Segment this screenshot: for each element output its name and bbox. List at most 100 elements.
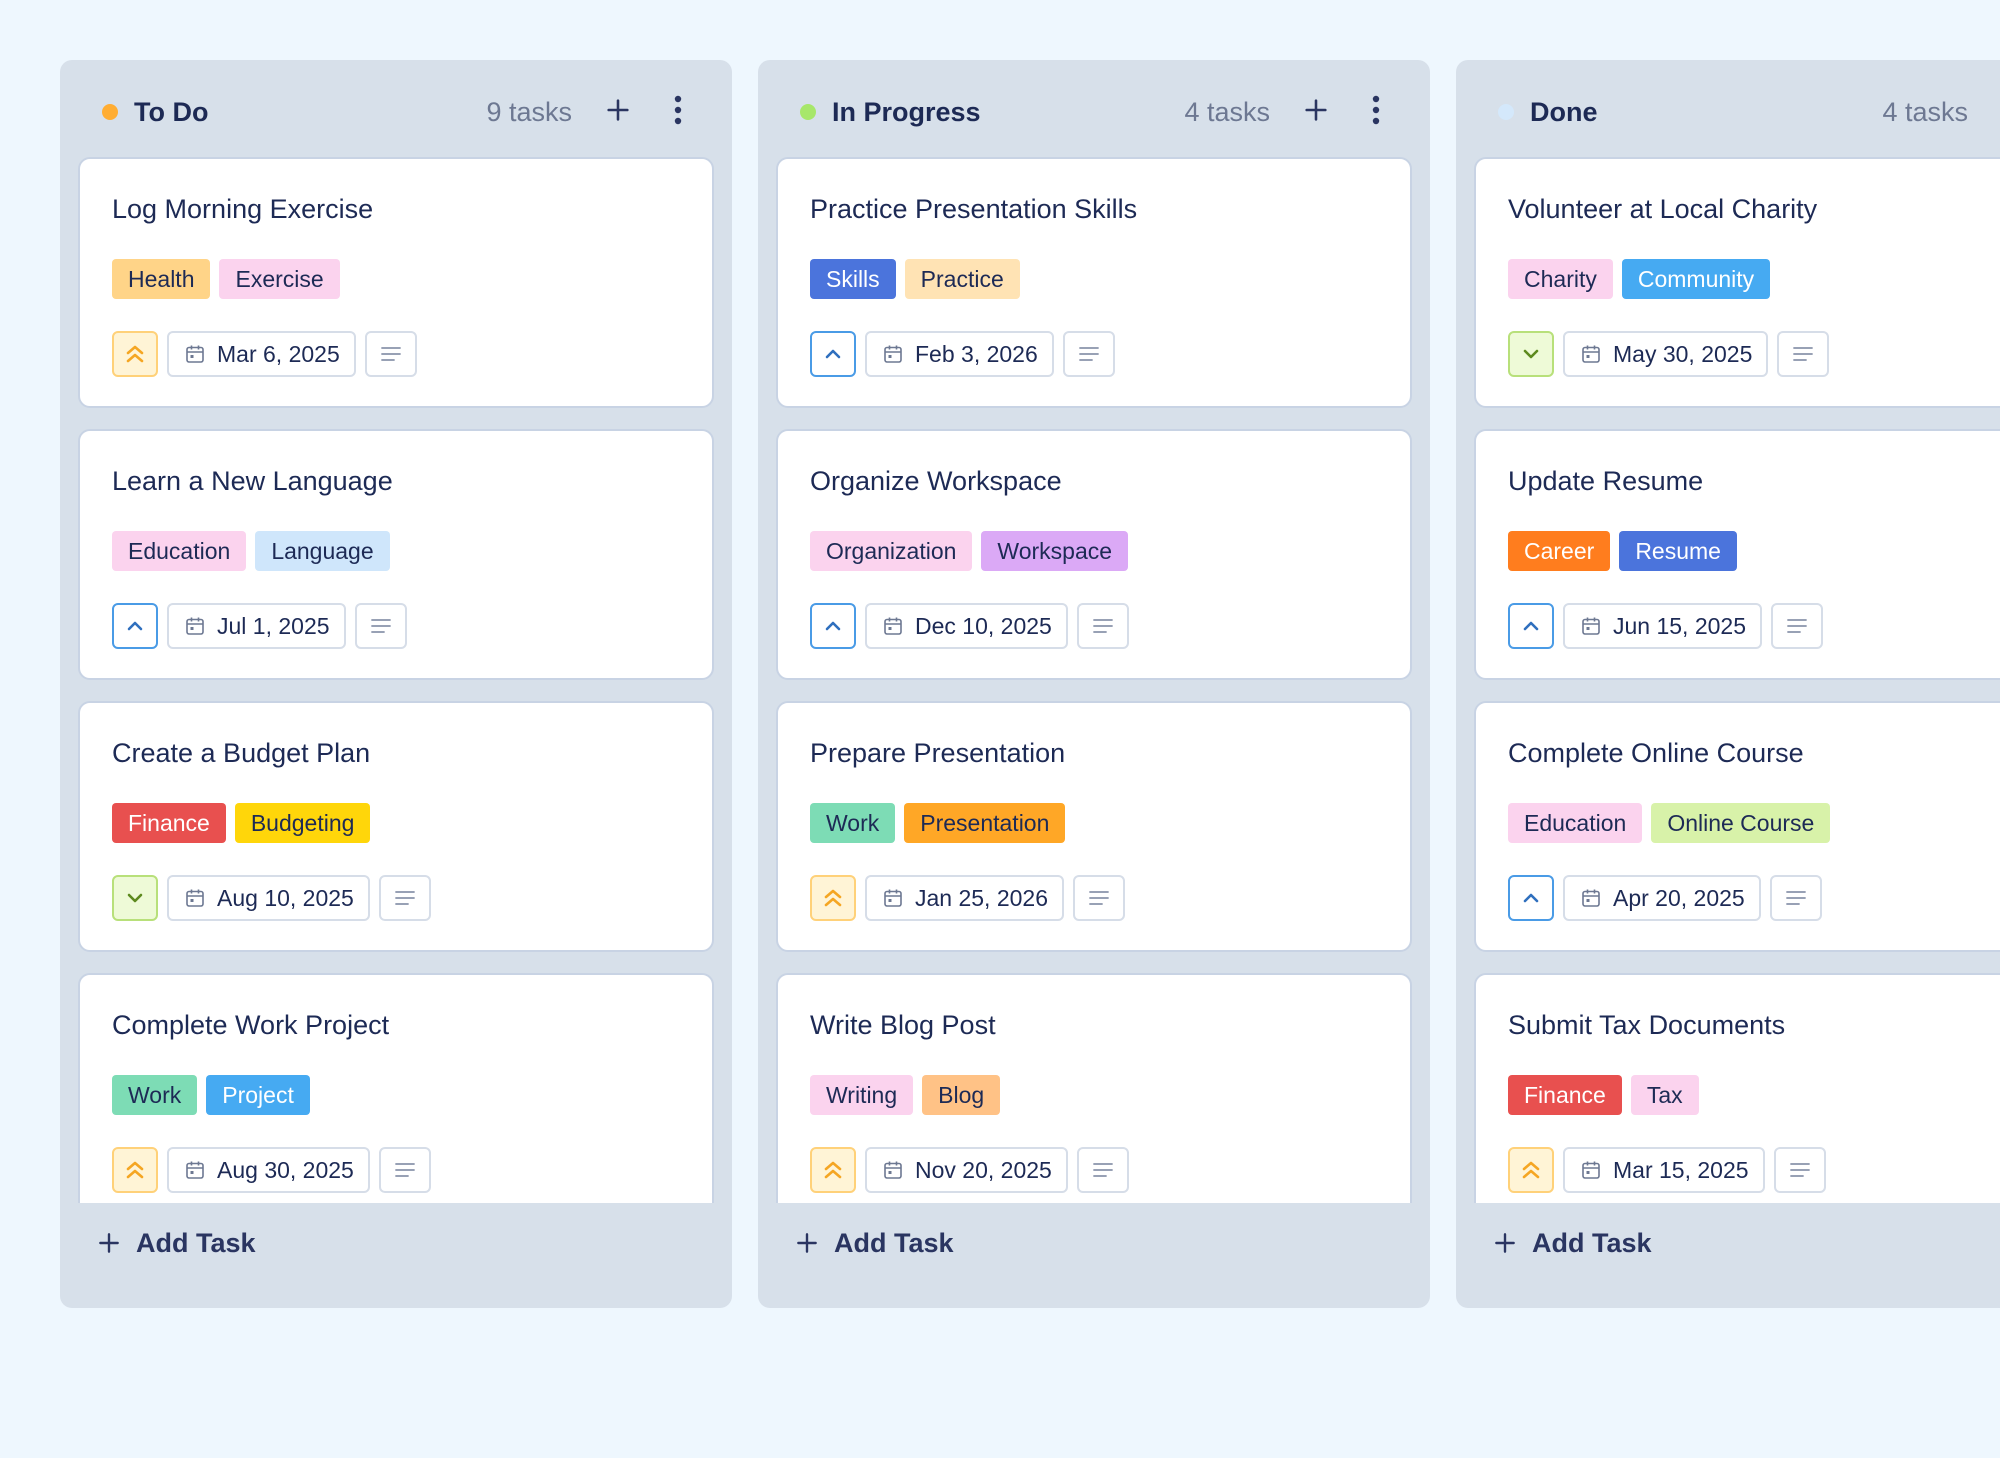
priority-button[interactable]: [112, 331, 158, 377]
task-card[interactable]: Organize Workspace Organization Workspace…: [776, 429, 1412, 680]
column-header: To Do 9 tasks: [60, 60, 732, 157]
priority-button[interactable]: [1508, 603, 1554, 649]
notes-lines-icon: [394, 1161, 416, 1179]
priority-button[interactable]: [112, 603, 158, 649]
task-card[interactable]: Submit Tax Documents Finance Tax Mar 15, …: [1474, 973, 2000, 1203]
add-task-button[interactable]: Add Task: [794, 1203, 954, 1283]
double-chevron-up-icon: [822, 1158, 844, 1182]
notes-button[interactable]: [1769, 875, 1822, 921]
notes-lines-icon: [380, 345, 402, 363]
task-card[interactable]: Log Morning Exercise Health Exercise Mar …: [78, 157, 714, 408]
column-title: In Progress: [832, 97, 981, 127]
notes-button[interactable]: [378, 875, 431, 921]
card-footer: Jan 25, 2026: [810, 875, 1126, 921]
notes-button[interactable]: [364, 331, 417, 377]
priority-button[interactable]: [810, 331, 856, 377]
card-list: Log Morning Exercise Health Exercise Mar …: [60, 157, 732, 1203]
notes-button[interactable]: [354, 603, 407, 649]
column-menu-button[interactable]: [1356, 92, 1396, 132]
due-date-button[interactable]: Aug 10, 2025: [167, 875, 370, 921]
due-date-button[interactable]: Mar 6, 2025: [167, 331, 356, 377]
calendar-icon: [1581, 1160, 1601, 1180]
card-footer: Aug 10, 2025: [112, 875, 431, 921]
due-date: Dec 10, 2025: [915, 612, 1052, 639]
task-title: Organize Workspace: [810, 466, 1062, 496]
task-card[interactable]: Practice Presentation Skills Skills Pract…: [776, 157, 1412, 408]
tag: Work: [810, 803, 896, 843]
add-task-button[interactable]: Add Task: [96, 1203, 256, 1283]
due-date-button[interactable]: Feb 3, 2026: [865, 331, 1054, 377]
task-title: Prepare Presentation: [810, 738, 1066, 768]
due-date: Aug 10, 2025: [217, 884, 354, 911]
task-card[interactable]: Complete Work Project Work Project Aug 30…: [78, 973, 714, 1203]
task-count: 4 tasks: [1184, 97, 1270, 127]
due-date-button[interactable]: Jun 15, 2025: [1563, 603, 1763, 649]
task-card[interactable]: Prepare Presentation Work Presentation Ja…: [776, 701, 1412, 952]
due-date-button[interactable]: Jan 25, 2026: [865, 875, 1065, 921]
task-card[interactable]: Write Blog Post Writing Blog Nov 20, 2025: [776, 973, 1412, 1203]
plus-icon: [96, 1230, 122, 1256]
add-card-button[interactable]: [598, 92, 638, 132]
tag-list: Writing Blog: [810, 1075, 1001, 1115]
card-footer: Apr 20, 2025: [1508, 875, 1822, 921]
due-date: Aug 30, 2025: [217, 1156, 354, 1183]
calendar-icon: [883, 344, 903, 364]
task-card[interactable]: Create a Budget Plan Finance Budgeting Au…: [78, 701, 714, 952]
priority-button[interactable]: [112, 1147, 158, 1193]
priority-button[interactable]: [1508, 875, 1554, 921]
notes-button[interactable]: [1062, 331, 1115, 377]
priority-button[interactable]: [1508, 1147, 1554, 1193]
priority-button[interactable]: [810, 875, 856, 921]
add-card-button[interactable]: [1296, 92, 1336, 132]
add-task-label: Add Task: [136, 1227, 256, 1258]
tag: Resume: [1619, 531, 1737, 571]
card-footer: Mar 15, 2025: [1508, 1147, 1826, 1193]
task-card[interactable]: Update Resume Career Resume Jun 15, 2025: [1474, 429, 2000, 680]
tag: Project: [206, 1075, 310, 1115]
chevron-down-icon: [1520, 343, 1542, 365]
notes-button[interactable]: [1777, 331, 1830, 377]
due-date-button[interactable]: Jul 1, 2025: [167, 603, 346, 649]
priority-button[interactable]: [810, 1147, 856, 1193]
notes-button[interactable]: [1073, 875, 1126, 921]
kebab-menu-icon: [673, 95, 683, 130]
due-date: Apr 20, 2025: [1613, 884, 1745, 911]
due-date-button[interactable]: Apr 20, 2025: [1563, 875, 1761, 921]
status-dot: [102, 104, 118, 120]
due-date-button[interactable]: Nov 20, 2025: [865, 1147, 1068, 1193]
tag-list: Work Project: [112, 1075, 310, 1115]
tag-list: Education Online Course: [1508, 803, 1831, 843]
notes-button[interactable]: [1076, 603, 1129, 649]
calendar-icon: [1581, 888, 1601, 908]
tag-list: Health Exercise: [112, 259, 340, 299]
priority-button[interactable]: [112, 875, 158, 921]
due-date-button[interactable]: May 30, 2025: [1563, 331, 1769, 377]
due-date-button[interactable]: Dec 10, 2025: [865, 603, 1068, 649]
task-card[interactable]: Complete Online Course Education Online C…: [1474, 701, 2000, 952]
add-card-button[interactable]: [1994, 92, 2000, 132]
notes-button[interactable]: [378, 1147, 431, 1193]
due-date-button[interactable]: Mar 15, 2025: [1563, 1147, 1765, 1193]
tag: Skills: [810, 259, 896, 299]
column-done: Done 4 tasks Volunteer at Local Charity …: [1456, 60, 2000, 1308]
notes-button[interactable]: [1773, 1147, 1826, 1193]
column-menu-button[interactable]: [658, 92, 698, 132]
column-title: To Do: [134, 97, 209, 127]
task-card[interactable]: Volunteer at Local Charity Charity Commun…: [1474, 157, 2000, 408]
tag: Career: [1508, 531, 1611, 571]
notes-button[interactable]: [1771, 603, 1824, 649]
column-to-do: To Do 9 tasks Log Morning Exercise Healt…: [60, 60, 732, 1308]
chevron-up-icon: [1520, 887, 1542, 909]
priority-button[interactable]: [1508, 331, 1554, 377]
tag: Exercise: [219, 259, 340, 299]
task-card[interactable]: Learn a New Language Education Language J…: [78, 429, 714, 680]
add-task-label: Add Task: [1532, 1227, 1652, 1258]
tag-list: Career Resume: [1508, 531, 1737, 571]
due-date-button[interactable]: Aug 30, 2025: [167, 1147, 370, 1193]
priority-button[interactable]: [810, 603, 856, 649]
status-dot: [800, 104, 816, 120]
column-header: In Progress 4 tasks: [758, 60, 1430, 157]
tag: Finance: [112, 803, 226, 843]
notes-button[interactable]: [1076, 1147, 1129, 1193]
add-task-button[interactable]: Add Task: [1492, 1203, 1652, 1283]
